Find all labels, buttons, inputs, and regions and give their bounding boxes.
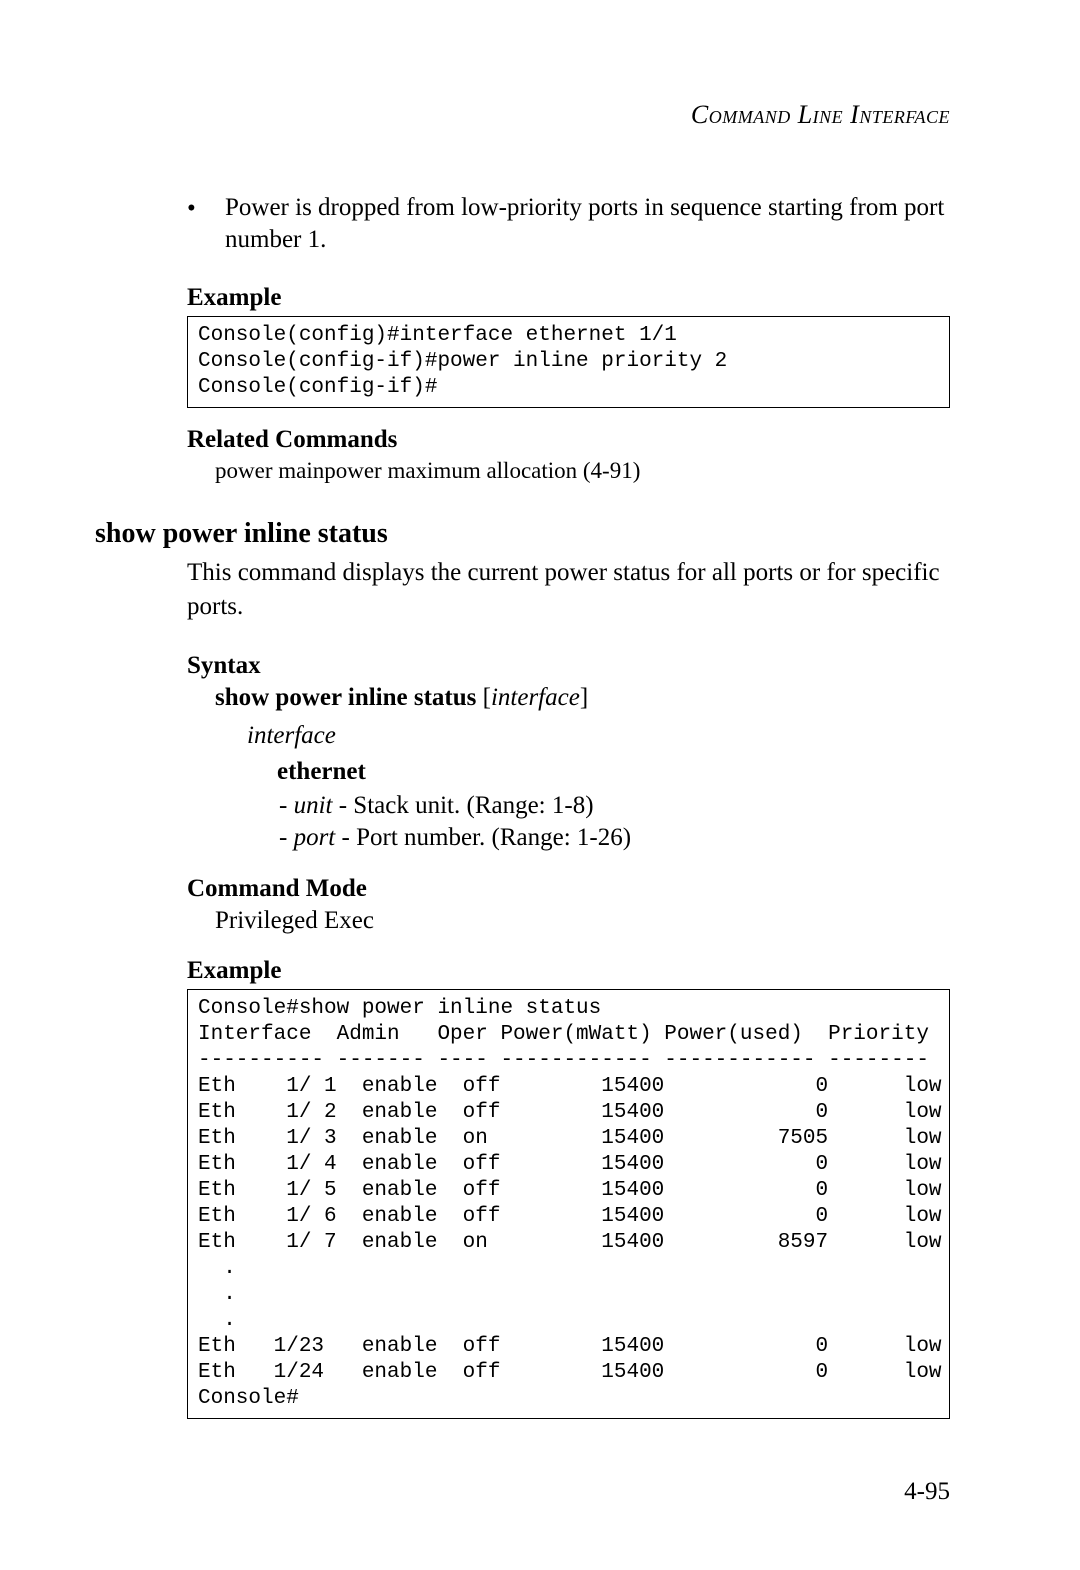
bullet-mark: • bbox=[187, 192, 225, 256]
syntax-line: show power inline status [interface] bbox=[215, 684, 950, 712]
unit-rest: - Stack unit. (Range: 1-8) bbox=[332, 792, 593, 819]
label-syntax: Syntax bbox=[187, 652, 950, 680]
syntax-arg: interface bbox=[491, 684, 580, 711]
bullet-text: Power is dropped from low-priority ports… bbox=[225, 192, 950, 256]
syntax-sub-unit: - unit - Stack unit. (Range: 1-8) bbox=[279, 790, 950, 823]
syntax-bracket-open: [ bbox=[483, 684, 491, 711]
command-mode-text: Privileged Exec bbox=[215, 907, 950, 935]
port-italic: port bbox=[294, 824, 336, 851]
command-heading: show power inline status bbox=[95, 518, 950, 550]
port-rest: - Port number. (Range: 1-26) bbox=[335, 824, 631, 851]
syntax-bracket-close: ] bbox=[580, 684, 588, 711]
content-column: • Power is dropped from low-priority por… bbox=[187, 192, 950, 484]
code-block-1: Console(config)#interface ethernet 1/1 C… bbox=[187, 316, 950, 408]
code-block-2: Console#show power inline status Interfa… bbox=[187, 989, 950, 1420]
unit-italic: unit bbox=[294, 792, 333, 819]
syntax-sub-port: - port - Port number. (Range: 1-26) bbox=[279, 822, 950, 855]
syntax-sub-keyword: ethernet bbox=[277, 758, 950, 786]
page-number: 4-95 bbox=[904, 1478, 950, 1506]
running-head: Command Line Interface bbox=[95, 100, 950, 130]
syntax-sub-arg: interface bbox=[247, 722, 950, 750]
label-related: Related Commands bbox=[187, 426, 950, 454]
label-command-mode: Command Mode bbox=[187, 875, 950, 903]
label-example-1: Example bbox=[187, 284, 950, 312]
command-body: This command displays the current power … bbox=[187, 556, 950, 1419]
page: Command Line Interface • Power is droppe… bbox=[0, 0, 1080, 1570]
syntax-keyword: show power inline status bbox=[215, 684, 476, 711]
bullet-item: • Power is dropped from low-priority por… bbox=[187, 192, 950, 256]
label-example-2: Example bbox=[187, 957, 950, 985]
related-commands-text: power mainpower maximum allocation (4-91… bbox=[215, 458, 950, 484]
command-description: This command displays the current power … bbox=[187, 556, 950, 624]
